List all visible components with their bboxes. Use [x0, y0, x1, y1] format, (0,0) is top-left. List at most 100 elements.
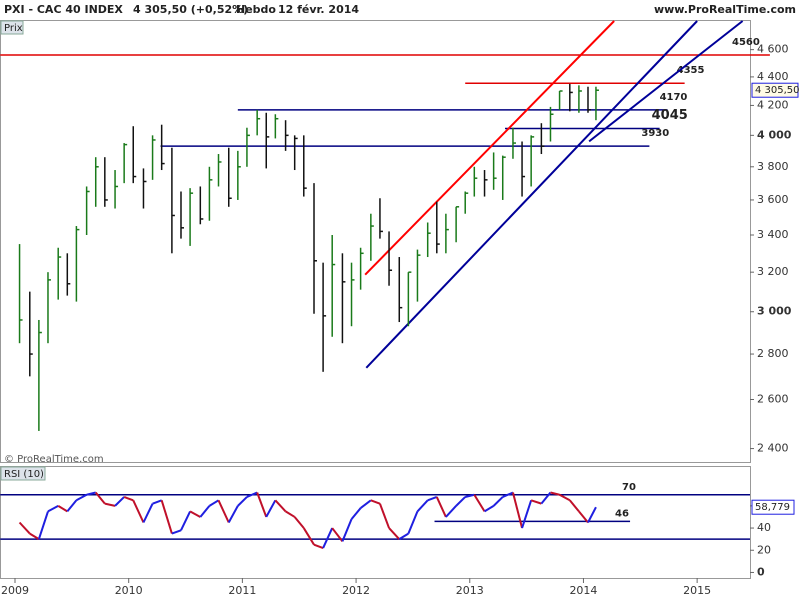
rsi-segment — [473, 494, 486, 512]
last-price-label: 4 305,50 — [755, 85, 800, 96]
level-label: 3930 — [641, 128, 669, 139]
rsi-segment — [132, 499, 145, 523]
rsi-segment — [435, 496, 447, 518]
rsi-segment — [199, 505, 211, 518]
rsi-segment — [217, 499, 230, 523]
last-value-box — [751, 499, 795, 515]
rsi-segment — [370, 499, 381, 505]
rsi-segment — [302, 527, 315, 546]
rsi-segment — [86, 491, 96, 496]
rsi-segment — [57, 504, 68, 513]
panel-label-box — [0, 466, 46, 481]
y-tick-label: 0 — [757, 565, 765, 578]
rsi-segment — [285, 510, 296, 518]
y-tick-label: 4 400 — [757, 70, 789, 83]
rsi-segment — [445, 505, 457, 518]
y-tick-label: 2 800 — [757, 347, 789, 360]
x-tick-label: 2011 — [228, 584, 256, 597]
rsi-segment — [208, 499, 220, 507]
y-tick-label: 20 — [757, 543, 771, 556]
rsi-segment — [502, 491, 514, 498]
x-tick-label: 2009 — [1, 584, 29, 597]
y-tick-label: 40 — [757, 521, 771, 534]
rsi-segment — [104, 502, 116, 507]
rsi-segment — [492, 496, 504, 507]
rsi-segment — [37, 511, 49, 540]
site: www.ProRealTime.com — [654, 3, 796, 16]
x-tick-label: 2013 — [456, 584, 484, 597]
y-tick-label: 3 600 — [757, 193, 789, 206]
level-label: 4355 — [677, 65, 705, 76]
last-value-label: 58,779 — [755, 502, 790, 513]
rsi-segment — [464, 493, 475, 498]
rsi-segment — [265, 499, 277, 518]
y-tick-label: 3 800 — [757, 160, 789, 173]
trendline — [364, 20, 615, 276]
rsi-segment — [427, 496, 438, 502]
rsi-segment — [94, 491, 106, 505]
rsi-segment — [559, 493, 571, 502]
rsi-segment — [227, 505, 239, 523]
rsi-segment — [578, 510, 589, 524]
level-label: 70 — [622, 482, 636, 493]
rsi-segment — [246, 491, 258, 498]
quote: 4 305,50 (+0,52%) — [133, 3, 248, 16]
rsi-segment — [18, 521, 31, 535]
rsi-segment — [180, 510, 191, 531]
trendline — [365, 20, 698, 369]
rsi-segment — [388, 527, 401, 540]
rsi-segment — [587, 506, 597, 523]
panel-label: Prix — [4, 23, 23, 34]
rsi-segment — [66, 499, 78, 513]
rsi-segment — [123, 496, 134, 502]
credit: © ProRealTime.com — [4, 454, 104, 465]
x-tick-label: 2014 — [569, 584, 597, 597]
rsi-segment — [521, 499, 533, 529]
rsi-segment — [29, 532, 40, 541]
rsi-segment — [256, 492, 268, 518]
trendline — [588, 20, 744, 143]
level-label: 4170 — [660, 92, 688, 103]
rsi-segment — [484, 504, 495, 513]
rsi-segment — [322, 527, 334, 549]
rsi-segment — [398, 532, 409, 541]
rsi-segment — [171, 529, 182, 535]
price-panel — [0, 20, 751, 463]
y-tick-label: 4 000 — [757, 128, 792, 141]
rsi-segment — [530, 499, 542, 505]
rsi-segment — [142, 503, 154, 523]
rsi-segment — [114, 496, 125, 507]
rsi-segment — [47, 504, 59, 513]
rsi-segment — [379, 503, 390, 529]
y-tick-label: 3 400 — [757, 228, 789, 241]
date: 12 févr. 2014 — [278, 3, 359, 16]
x-tick-label: 2015 — [683, 584, 711, 597]
rsi-segment — [455, 496, 466, 507]
y-tick-label: 3 000 — [757, 305, 792, 318]
rsi-panel — [0, 466, 751, 579]
y-tick-label: 4 200 — [757, 98, 789, 111]
rsi-segment — [75, 493, 88, 502]
level-label: 4560 — [732, 37, 760, 48]
rsi-segment — [569, 499, 580, 513]
x-tick-label: 2012 — [342, 584, 370, 597]
rsi-segment — [407, 511, 419, 534]
rsi-segment — [511, 492, 524, 529]
rsi-segment — [360, 499, 372, 509]
rsi-segment — [237, 496, 248, 507]
rsi-segment — [550, 491, 560, 496]
y-tick-label: 2 600 — [757, 392, 789, 405]
x-tick-label: 2010 — [115, 584, 143, 597]
y-tick-label: 2 400 — [757, 442, 789, 455]
y-tick-label: 4 600 — [757, 43, 789, 56]
last-price-box — [751, 82, 799, 98]
level-label: 46 — [615, 508, 629, 519]
rsi-segment — [341, 518, 353, 542]
rsi-segment — [540, 491, 552, 505]
rsi-segment — [274, 499, 287, 513]
symbol: PXI - CAC 40 INDEX — [4, 3, 123, 16]
rsi-segment — [189, 510, 201, 518]
rsi-segment — [416, 499, 429, 513]
